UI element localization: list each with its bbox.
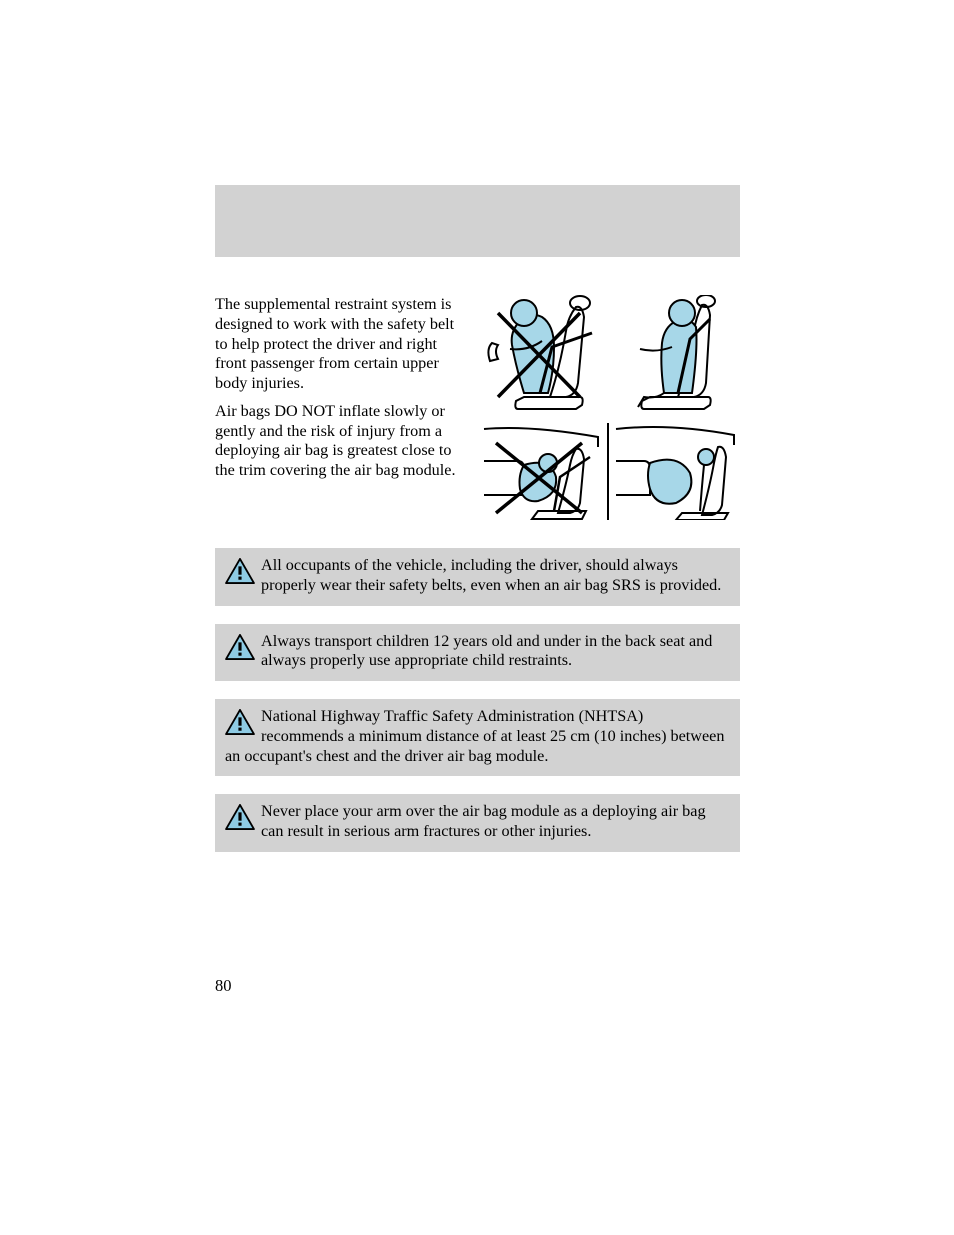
warning-text: National Highway Traffic Safety Administ… <box>225 707 724 765</box>
header-bar <box>215 185 740 257</box>
warning-box-3: National Highway Traffic Safety Administ… <box>215 699 740 776</box>
warning-icon <box>225 634 255 660</box>
warning-icon <box>225 709 255 735</box>
warning-icon <box>225 804 255 830</box>
warning-box-2: Always transport children 12 years old a… <box>215 624 740 682</box>
warning-box-1: All occupants of the vehicle, including … <box>215 548 740 606</box>
warning-text: Never place your arm over the air bag mo… <box>261 802 706 840</box>
warning-text: Always transport children 12 years old a… <box>261 632 712 670</box>
intro-text: The supplemental restraint system is des… <box>215 295 460 520</box>
intro-para-2: Air bags DO NOT inflate slowly or gently… <box>215 402 460 481</box>
warning-box-4: Never place your arm over the air bag mo… <box>215 794 740 852</box>
warning-icon <box>225 558 255 584</box>
intro-section: The supplemental restraint system is des… <box>215 295 740 520</box>
warning-text: All occupants of the vehicle, including … <box>261 556 721 594</box>
intro-para-1: The supplemental restraint system is des… <box>215 295 460 394</box>
page-number: 80 <box>215 976 232 996</box>
airbag-position-figure <box>478 295 738 520</box>
